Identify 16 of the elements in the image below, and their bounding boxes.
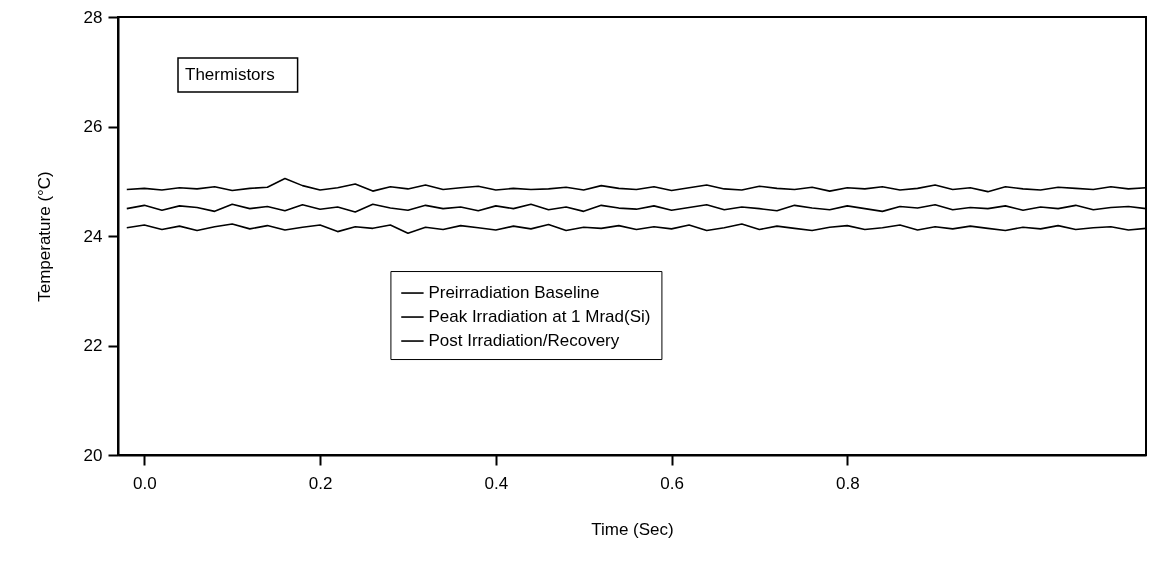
y-tick-label: 26 xyxy=(83,117,103,136)
y-tick-label: 28 xyxy=(83,7,103,27)
x-tick-label: 0.2 xyxy=(308,473,333,493)
x-tick-label: 0.4 xyxy=(484,473,509,493)
y-tick-label: 24 xyxy=(83,226,103,246)
x-axis-title: Time (Sec) xyxy=(591,519,674,539)
x-tick-label: 0.0 xyxy=(133,473,157,493)
y-tick-label: 20 xyxy=(83,445,103,465)
legend-label: Post Irradiation/Recovery xyxy=(428,331,620,351)
y-tick-label: 22 xyxy=(83,336,103,355)
x-tick-label: 0.8 xyxy=(835,473,860,493)
x-tick-label: 0.6 xyxy=(660,473,684,493)
annotation: Thermistors xyxy=(185,65,275,84)
legend-label: Peak Irradiation at 1 Mrad(Si) xyxy=(428,307,651,327)
legend-label: Preirradiation Baseline xyxy=(428,283,600,303)
y-axis-title: Temperature (°C) xyxy=(34,171,54,302)
